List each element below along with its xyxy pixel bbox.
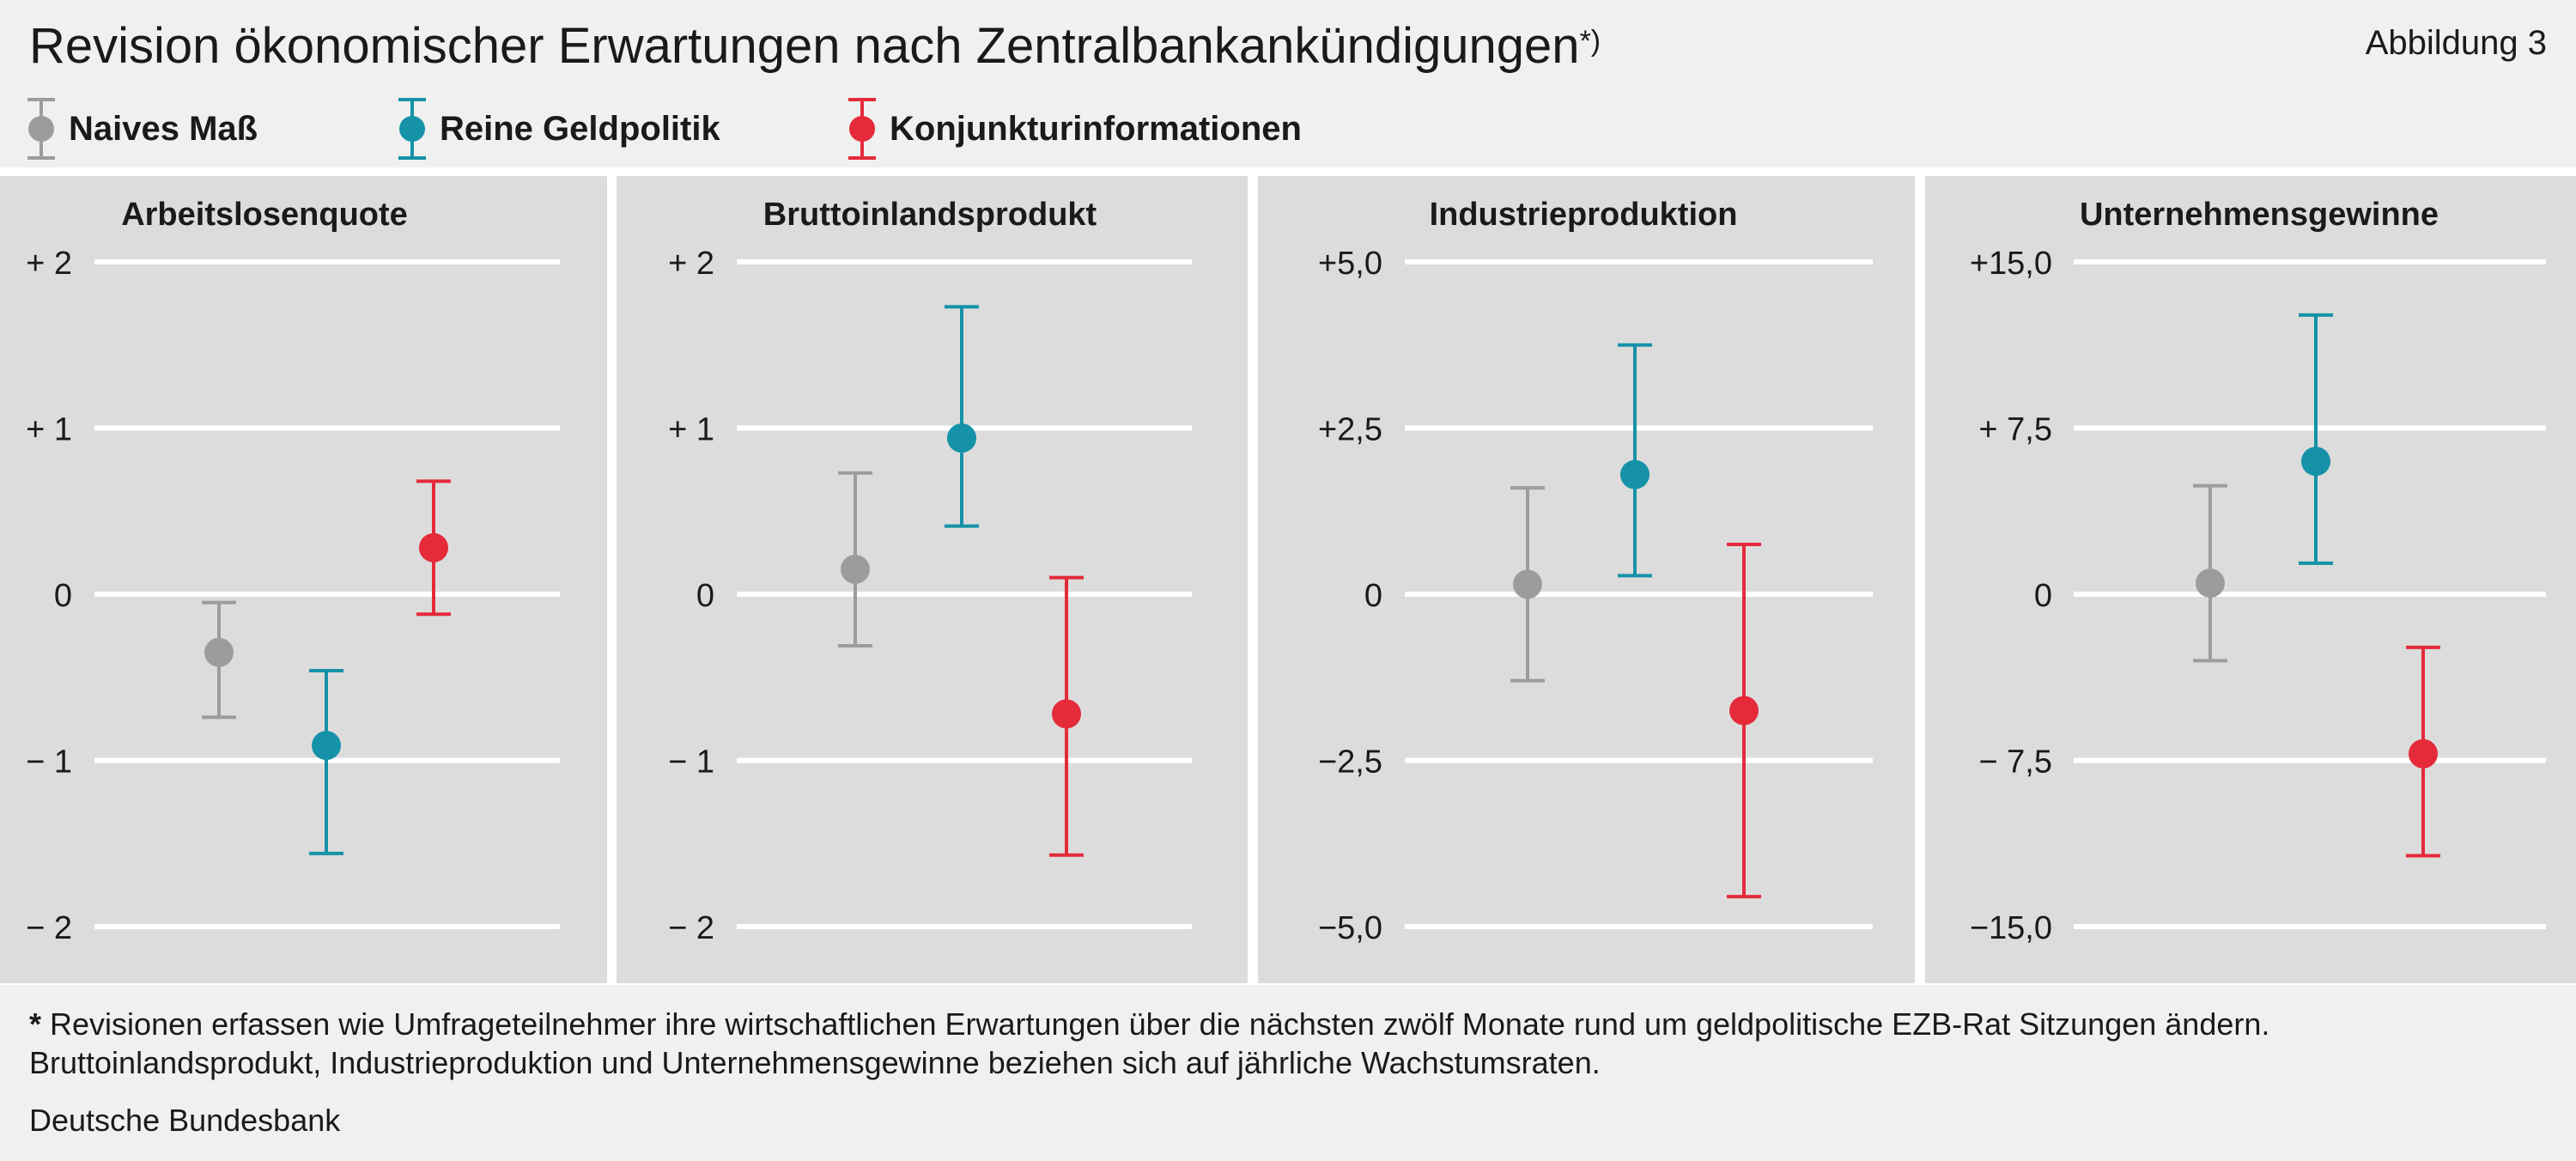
y-tick-label: − 2 [668,910,714,946]
monetary-point [1620,459,1649,489]
legend-label-business: Konjunkturinformationen [890,109,1302,148]
panel-unternehmensgewinne: Unternehmensgewinne +15,0 + 7,5 0 − 7,5 −15,… [1925,176,2576,983]
panel-title: Arbeitslosenquote [121,197,408,233]
y-tick-label: +5,0 [1318,246,1382,282]
y-tick-label: 0 [1364,578,1382,614]
y-tick-label: − 1 [668,745,714,781]
legend-item-monetary: Reine Geldpolitik [397,98,847,160]
business-point [2409,739,2438,769]
panel-bruttoinlandsprodukt: Bruttoinlandsprodukt + 2 + 1 0 − 1 − 2 [617,176,1248,983]
naive-point [204,637,234,667]
y-tick-label: −15,0 [1970,910,2052,946]
y-tick-label: + 2 [26,246,72,282]
monetary-point [312,731,341,761]
naive-marker-icon [27,98,55,160]
source: Deutsche Bundesbank [29,1103,341,1138]
panel-title: Bruttoinlandsprodukt [762,197,1097,233]
panel-plot: +5,0 +2,5 0 −2,5 −5,0 [1318,246,1873,946]
y-tick-label: + 2 [668,246,714,282]
y-tick-label: − 1 [26,745,72,781]
figure-label: Abbildung 3 [2365,24,2547,62]
legend-label-monetary: Reine Geldpolitik [440,109,720,148]
panel-industrieproduktion: Industrieproduktion +5,0 +2,5 0 −2,5 −5,0 [1258,176,1915,983]
footnote: * Revisionen erfassen wie Umfrageteilneh… [29,1005,2549,1082]
y-tick-label: + 1 [668,412,714,448]
panel-plot: +15,0 + 7,5 0 − 7,5 −15,0 [1970,246,2546,946]
panel-arbeitslosenquote: Arbeitslosenquote + 2 + 1 0 − 1 − 2 [0,176,607,983]
chart-title: Revision ökonomischer Erwartungen nach Z… [29,12,1601,81]
title-footnote-marker: *) [1579,25,1601,58]
naive-point [1513,569,1542,599]
panel-title: Unternehmensgewinne [2079,197,2439,233]
y-tick-label: + 7,5 [1978,412,2052,448]
naive-point [841,554,870,584]
footnote-marker: * [29,1006,42,1042]
business-point [1729,696,1759,726]
y-tick-label: 0 [2034,578,2052,614]
y-tick-label: +15,0 [1970,246,2052,282]
footnote-text: Revisionen erfassen wie Umfrageteilnehme… [29,1006,2270,1080]
chart-title-text: Revision ökonomischer Erwartungen nach Z… [29,18,1580,74]
legend: Naives Maß Reine Geldpolitik Konjunkturi… [26,94,1302,163]
naive-point [2196,568,2225,599]
y-tick-label: − 7,5 [1978,745,2052,781]
panel-plot: + 2 + 1 0 − 1 − 2 [26,246,560,946]
y-tick-label: − 2 [26,910,72,946]
business-marker-icon [848,98,876,160]
business-point [1052,699,1081,729]
legend-label-naive: Naives Maß [69,109,258,148]
y-tick-label: 0 [696,578,714,614]
monetary-marker-icon [398,98,426,160]
y-tick-label: + 1 [26,412,72,448]
y-tick-label: −5,0 [1318,910,1382,946]
y-tick-label: −2,5 [1318,745,1382,781]
y-tick-label: 0 [54,578,72,614]
panel-plot: + 2 + 1 0 − 1 − 2 [668,246,1192,946]
legend-item-business: Konjunkturinformationen [847,98,1302,160]
monetary-point [2301,447,2330,477]
business-point [419,532,448,562]
legend-item-naive: Naives Maß [26,98,397,160]
y-tick-label: +2,5 [1318,412,1382,448]
monetary-point [947,423,976,453]
panel-title: Industrieproduktion [1429,197,1738,233]
